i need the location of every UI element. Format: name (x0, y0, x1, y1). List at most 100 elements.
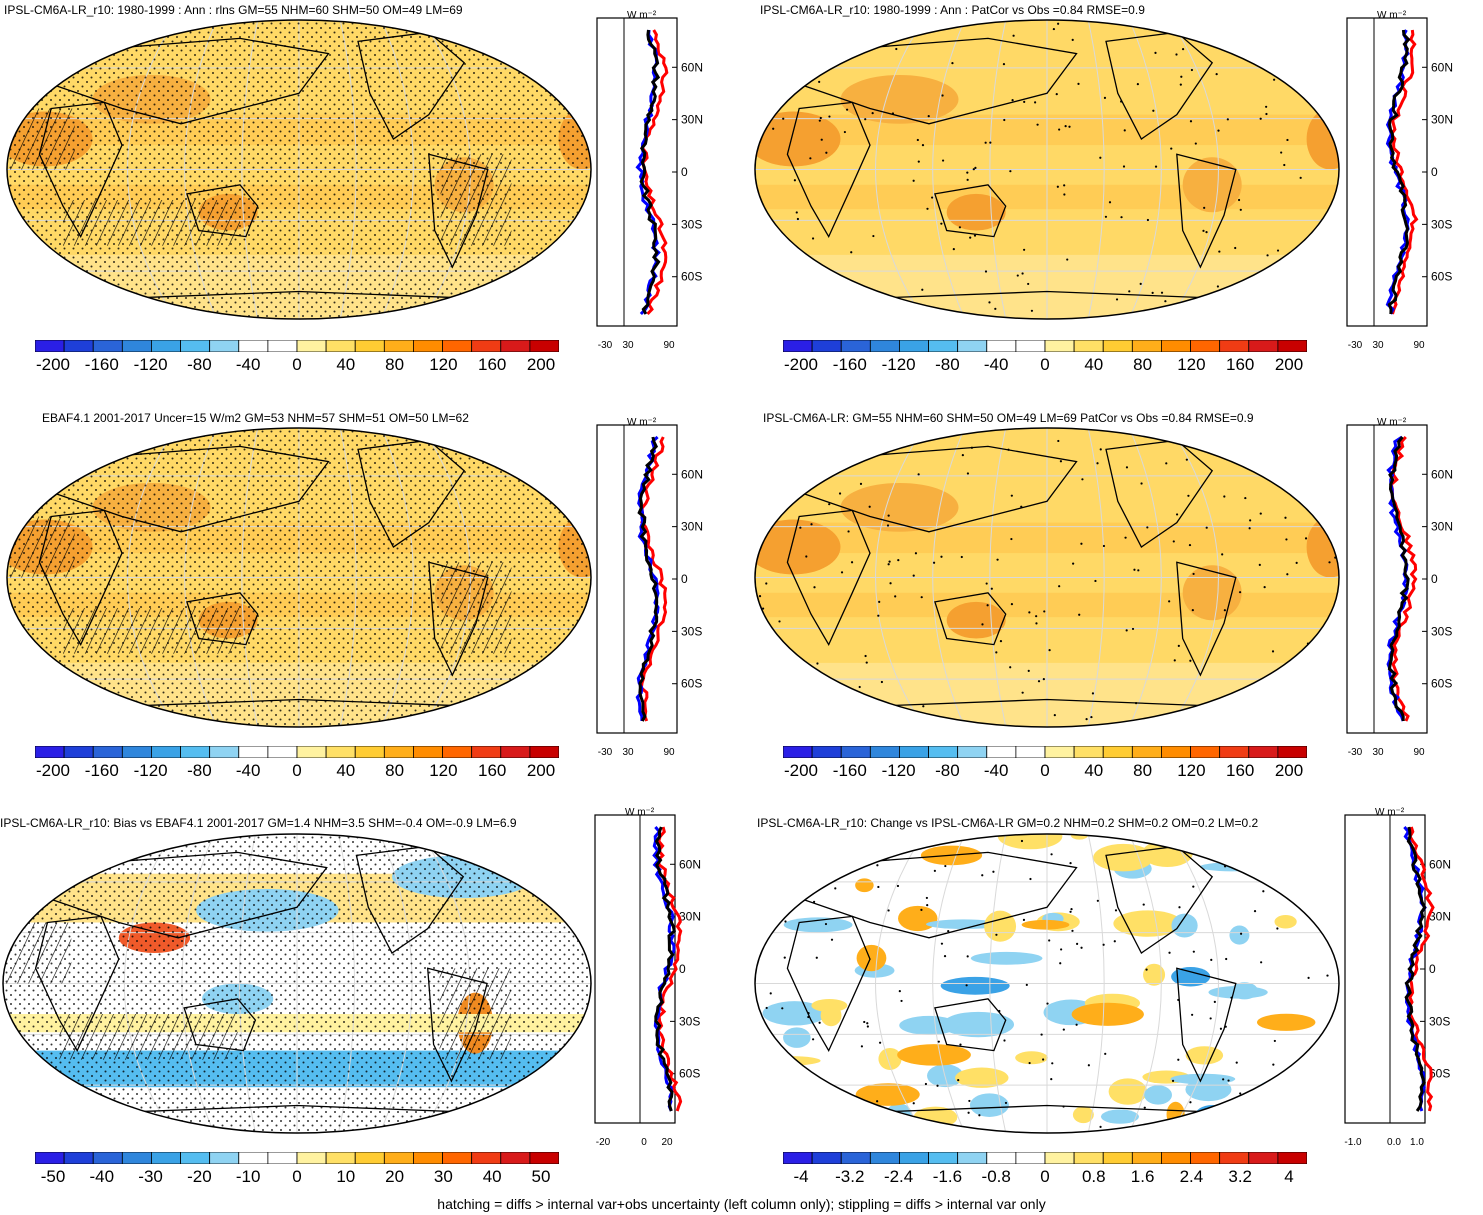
colorbar-swatch (35, 340, 65, 352)
world-map-panel (6, 19, 592, 320)
colorbar-tick-label: 0 (1040, 355, 1050, 374)
colorbar-swatch (928, 746, 959, 758)
colorbar-swatch (92, 746, 123, 758)
colorbar-swatch (840, 340, 871, 352)
colorbar-tick-label: -40 (983, 355, 1009, 374)
colorbar-swatch (267, 340, 298, 352)
colorbar-tick-label: -200 (35, 761, 71, 780)
colorbar-labels: -50 -40 -30 -20 -10 0 10 20 30 40 50 (35, 1167, 559, 1189)
world-map-panel (754, 427, 1340, 728)
colorbar-swatch (63, 1152, 94, 1164)
colorbar-swatch (1102, 1152, 1133, 1164)
profile-curve (1387, 29, 1411, 315)
latitude-tick-label: 30N (681, 113, 703, 127)
profile-x-tick-label: -20 (596, 1137, 611, 1148)
latitude-tick-label: 30N (681, 520, 703, 534)
panel-title: IPSL-CM6A-LR_r10: 1980-1999 : Ann : rlns… (4, 3, 463, 17)
latitude-tick-label: 60N (1429, 857, 1451, 871)
colorbar-tick-label: -160 (84, 355, 119, 374)
latitude-tick-label: 30S (681, 624, 702, 638)
colorbar-tick-label: -120 (881, 761, 916, 780)
colorbar-swatch (63, 340, 94, 352)
colorbar-swatch (500, 1152, 531, 1164)
colorbar-swatch (869, 1152, 900, 1164)
colorbar-swatch (783, 1152, 813, 1164)
colorbar-tick-label: -0.8 (981, 1167, 1011, 1186)
colorbar-tick-label: -10 (235, 1167, 261, 1186)
profile-x-tick-label: 30 (1372, 747, 1384, 758)
colorbar-swatch (151, 746, 181, 758)
colorbar-swatch (35, 1152, 65, 1164)
colorbar-tick-label: 160 (478, 761, 507, 780)
colorbar-swatch (1190, 340, 1221, 352)
colorbar-tick-label: 40 (336, 355, 356, 374)
colorbar-swatch (1131, 746, 1162, 758)
colorbar-tick-label: -2.4 (883, 1167, 914, 1186)
colorbar-tick-label: 20 (385, 1167, 405, 1186)
profile-curve (654, 826, 676, 1112)
colorbar-swatch (1131, 1152, 1162, 1164)
latitude-tick-label: 60N (1431, 60, 1453, 74)
colorbar-tick-label: -120 (133, 355, 168, 374)
colorbar-swatch (500, 746, 531, 758)
latitude-tick-label: 0 (681, 165, 688, 179)
profile-curve (1407, 826, 1435, 1112)
latitude-tick-label: 30N (1429, 910, 1451, 924)
colorbar-swatch (1161, 746, 1191, 758)
colorbar-tick-label: 120 (429, 355, 458, 374)
colorbar-tick-label: -200 (783, 355, 819, 374)
figure-caption: hatching = diffs > internal var+obs unce… (437, 1196, 1046, 1212)
colorbar-swatch (238, 1152, 269, 1164)
profile-x-tick-label: -30 (598, 747, 613, 758)
colorbar-swatch (1190, 746, 1221, 758)
profile-x-tick-label: 30 (622, 747, 634, 758)
colorbar-tick-label: -3.2 (835, 1167, 865, 1186)
colorbar-tick-label: -160 (832, 355, 867, 374)
colorbar-tick-label: 40 (482, 1167, 502, 1186)
colorbar-tick-label: -160 (832, 761, 867, 780)
colorbar-swatch (783, 340, 813, 352)
colorbar-swatch (325, 340, 356, 352)
colorbar-swatch (1248, 1152, 1279, 1164)
colorbar-tick-label: 0.8 (1081, 1167, 1106, 1186)
colorbar-tick-label: 80 (1133, 761, 1153, 780)
colorbar-tick-label: -200 (783, 761, 819, 780)
colorbar-swatch (869, 746, 900, 758)
latitude-tick-label: 30S (681, 217, 702, 231)
latitude-tick-label: 60S (1431, 270, 1452, 284)
colorbar-swatch (121, 746, 152, 758)
panel-title: IPSL-CM6A-LR_r10: Change vs IPSL-CM6A-LR… (757, 816, 1259, 830)
world-map-panel (2, 833, 592, 1134)
latitude-tick-label: 30N (1431, 113, 1453, 127)
colorbar-tick-label: 120 (1177, 761, 1206, 780)
colorbar-swatch (1044, 746, 1075, 758)
colorbar-swatch (783, 746, 813, 758)
zonal-mean-profile: W m⁻² 60N 30N 0 30S 60S -30 30 90 (1346, 10, 1453, 351)
latitude-tick-label: 30N (679, 910, 701, 924)
colorbar-swatch (92, 1152, 123, 1164)
colorbar-swatch (267, 1152, 298, 1164)
colorbar-tick-label: 80 (1133, 355, 1153, 374)
colorbar-tick-label: 200 (1274, 355, 1304, 374)
zonal-mean-profile: W m⁻² 60N 30N 0 30S 60S -1.0 0.0 1.0 (1344, 807, 1451, 1148)
colorbar-tick-label: 0 (1040, 1167, 1050, 1186)
colorbar-swatch (928, 340, 959, 352)
colorbar-swatch (529, 340, 559, 352)
colorbar-tick-label: -40 (983, 761, 1009, 780)
world-map-panel (754, 833, 1340, 1134)
colorbar-swatch (840, 746, 871, 758)
profile-x-tick-label: -30 (1348, 747, 1363, 758)
latitude-tick-label: 30N (1431, 520, 1453, 534)
colorbar-swatch (986, 1152, 1017, 1164)
profile-curve (656, 826, 683, 1112)
colorbar-tick-label: 0 (292, 355, 302, 374)
profile-unit-label: W m⁻² (625, 807, 655, 818)
colorbar-swatch (1015, 340, 1046, 352)
colorbar-tick-label: -80 (935, 355, 960, 374)
colorbar-tick-label: -1.6 (932, 1167, 963, 1186)
panel-title: EBAF4.1 2001-2017 Uncer=15 W/m2 GM=53 NH… (42, 411, 469, 425)
latitude-tick-label: 30S (679, 1014, 700, 1028)
profile-x-tick-label: 90 (1413, 747, 1425, 758)
colorbar-swatch (986, 340, 1017, 352)
latitude-tick-label: 0 (1429, 962, 1436, 976)
